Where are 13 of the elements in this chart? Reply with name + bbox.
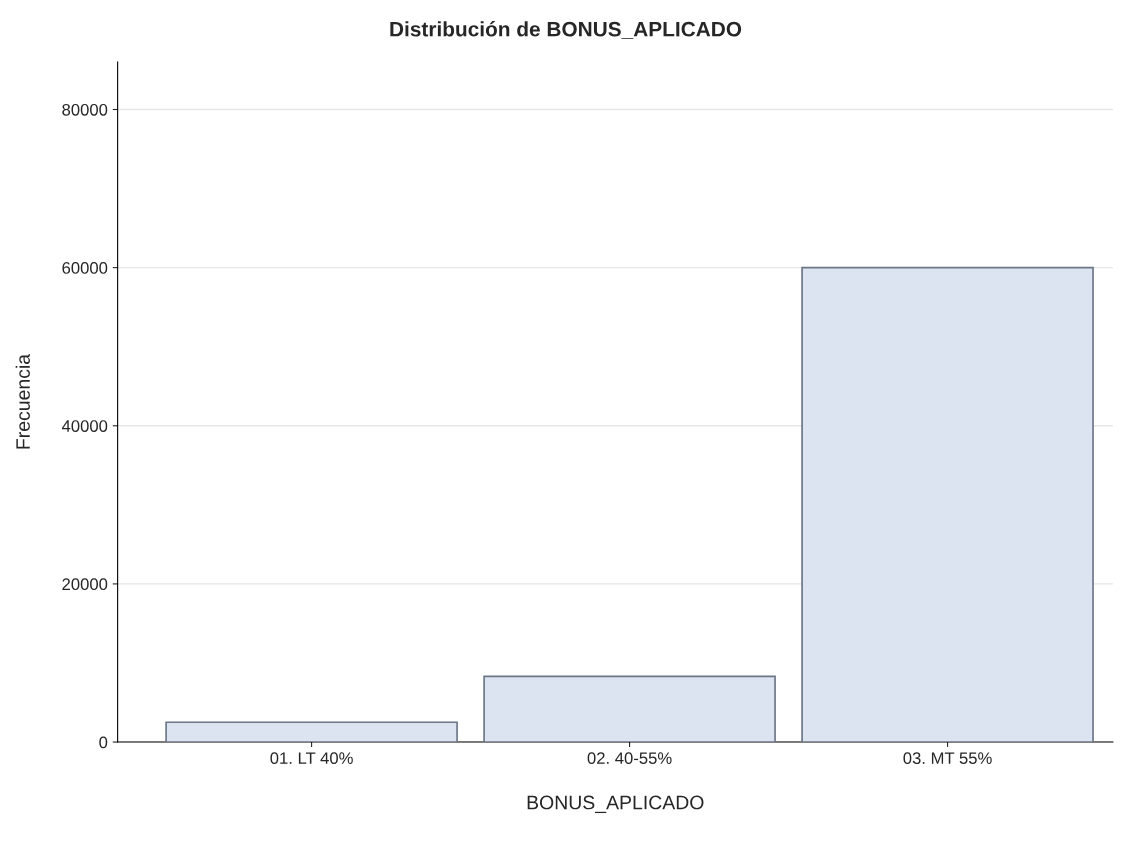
x-tick-label: 03. MT 55% <box>903 752 992 765</box>
x-tick-label: 01. LT 40% <box>270 752 353 765</box>
bar <box>483 675 776 743</box>
y-tick-label: 0 <box>99 736 108 749</box>
y-tick-label: 60000 <box>62 262 108 274</box>
chart-title: Distribución de BONUS_APLICADO <box>390 21 742 39</box>
y-tick-label: 80000 <box>62 103 108 116</box>
y-axis-title: Frecuencia <box>15 353 30 449</box>
y-tick-label: 20000 <box>62 578 108 591</box>
bar <box>165 721 458 743</box>
y-tick-label: 40000 <box>61 420 108 432</box>
x-axis-title: BONUS_APLICADO <box>527 795 704 814</box>
x-tick-label: 02. 40-55% <box>587 752 672 765</box>
